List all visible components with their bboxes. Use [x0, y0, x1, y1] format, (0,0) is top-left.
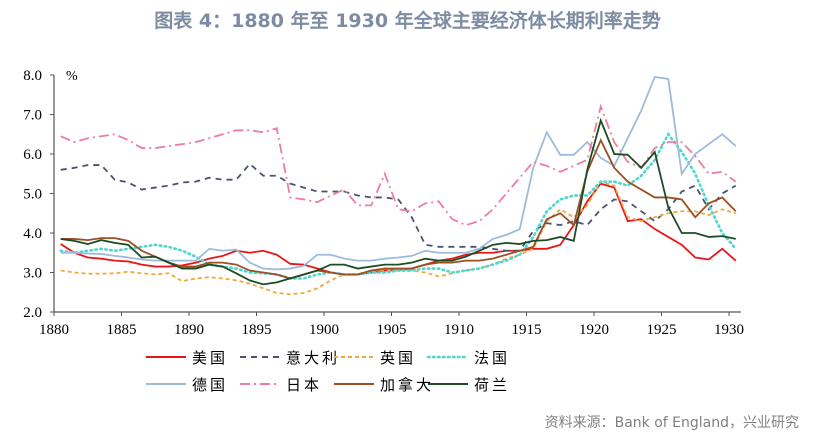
x-tick-label: 1930: [714, 322, 744, 338]
series-line-3: [60, 180, 737, 296]
legend-label: 法国: [474, 350, 510, 367]
y-tick-label: 3.0: [23, 266, 42, 282]
x-tick-label: 1920: [579, 322, 609, 338]
y-axis-unit: %: [66, 69, 78, 84]
y-tick-label: 7.0: [23, 108, 42, 124]
chart-title: 图表 4：1880 年至 1930 年全球主要经济体长期利率走势: [154, 10, 661, 32]
series-line-8: [60, 117, 736, 286]
legend-label: 荷兰: [474, 377, 510, 394]
x-tick-label: 1915: [512, 322, 542, 338]
y-tick-label: 8.0: [23, 68, 42, 84]
legend-label: 英国: [380, 349, 416, 367]
x-tick-label: 1895: [242, 322, 272, 338]
series-line-2: [60, 162, 737, 252]
series-line-5: [60, 75, 737, 271]
legend-label: 加拿大: [380, 376, 434, 394]
series-line-4: [59, 131, 738, 280]
y-tick-label: 4.0: [23, 226, 42, 242]
x-tick-label: 1880: [39, 322, 69, 338]
x-tick-label: 1900: [309, 322, 339, 338]
legend-label: 美国: [192, 350, 228, 367]
y-tick-label: 6.0: [23, 147, 42, 163]
legend-label: 德国: [192, 376, 228, 394]
x-tick-label: 1885: [107, 322, 137, 338]
source-note: 资料来源：Bank of England，兴业研究: [544, 415, 799, 431]
y-tick-label: 2.0: [23, 305, 42, 321]
x-tick-label: 1910: [444, 322, 474, 338]
legend-label: 意大利: [286, 349, 340, 367]
x-tick-label: 1905: [377, 322, 407, 338]
x-tick-label: 1890: [174, 322, 204, 338]
x-tick-label: 1925: [647, 322, 677, 338]
legend-label: 日本: [286, 377, 322, 394]
y-tick-label: 5.0: [23, 187, 42, 203]
